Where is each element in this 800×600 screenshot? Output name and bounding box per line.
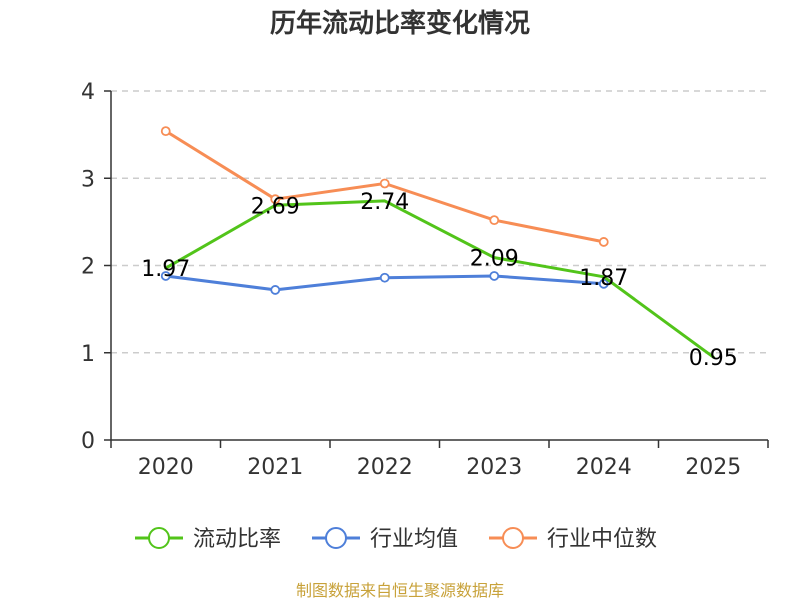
industry-median-point[interactable] bbox=[270, 194, 281, 205]
chart-title: 历年流动比率变化情况 bbox=[270, 8, 530, 39]
y-tick-label: 3 bbox=[81, 167, 95, 192]
legend-industry-average-marker[interactable] bbox=[325, 527, 347, 549]
data-label: 1.97 bbox=[141, 257, 190, 282]
data-label: 2.74 bbox=[360, 190, 409, 215]
industry-average-point[interactable] bbox=[379, 272, 390, 283]
data-label: 0.95 bbox=[689, 346, 738, 371]
y-tick-label: 2 bbox=[81, 255, 95, 280]
data-label: 1.87 bbox=[579, 266, 628, 291]
y-tick-label: 1 bbox=[81, 342, 95, 367]
x-tick-label: 2020 bbox=[138, 455, 194, 480]
legend[interactable]: 流动比率 行业均值 行业中位数 bbox=[135, 527, 657, 552]
data-label: 2.69 bbox=[251, 194, 300, 219]
industry-median-point[interactable] bbox=[489, 215, 500, 226]
legend-industry-average-label[interactable]: 行业均值 bbox=[370, 527, 458, 552]
y-tick-label: 4 bbox=[81, 80, 95, 105]
industry-median-point[interactable] bbox=[379, 178, 390, 189]
grid-lines bbox=[111, 90, 768, 354]
legend-industry-median-label[interactable]: 行业中位数 bbox=[547, 527, 657, 552]
y-tick-label: 0 bbox=[81, 429, 95, 454]
industry-average-point[interactable] bbox=[598, 278, 609, 289]
x-tick-label: 2025 bbox=[685, 455, 741, 480]
series-lines bbox=[160, 126, 715, 359]
legend-current-ratio-label[interactable]: 流动比率 bbox=[193, 527, 281, 552]
x-tick-label: 2023 bbox=[466, 455, 522, 480]
source-note: 制图数据来自恒生聚源数据库 bbox=[296, 581, 504, 600]
industry-average-point[interactable] bbox=[270, 285, 281, 295]
industry-median-point[interactable] bbox=[160, 126, 171, 137]
industry-average-point[interactable] bbox=[489, 271, 500, 281]
legend-industry-median-marker[interactable] bbox=[502, 527, 524, 549]
industry-median-point[interactable] bbox=[598, 237, 609, 247]
x-tick-label: 2022 bbox=[357, 455, 413, 480]
x-tick-label: 2024 bbox=[576, 455, 632, 480]
legend-current-ratio-marker[interactable] bbox=[148, 527, 170, 549]
data-label: 2.09 bbox=[470, 247, 519, 272]
x-tick-label: 2021 bbox=[247, 455, 303, 480]
industry-average-point[interactable] bbox=[160, 271, 171, 281]
data-labels: 1.97 2.69 2.74 2.09 1.87 0.95 bbox=[141, 190, 737, 371]
axes: 0 1 2 3 4 2020 2021 2022 2023 2024 2025 bbox=[81, 80, 769, 480]
current-ratio-line bbox=[164, 199, 715, 359]
